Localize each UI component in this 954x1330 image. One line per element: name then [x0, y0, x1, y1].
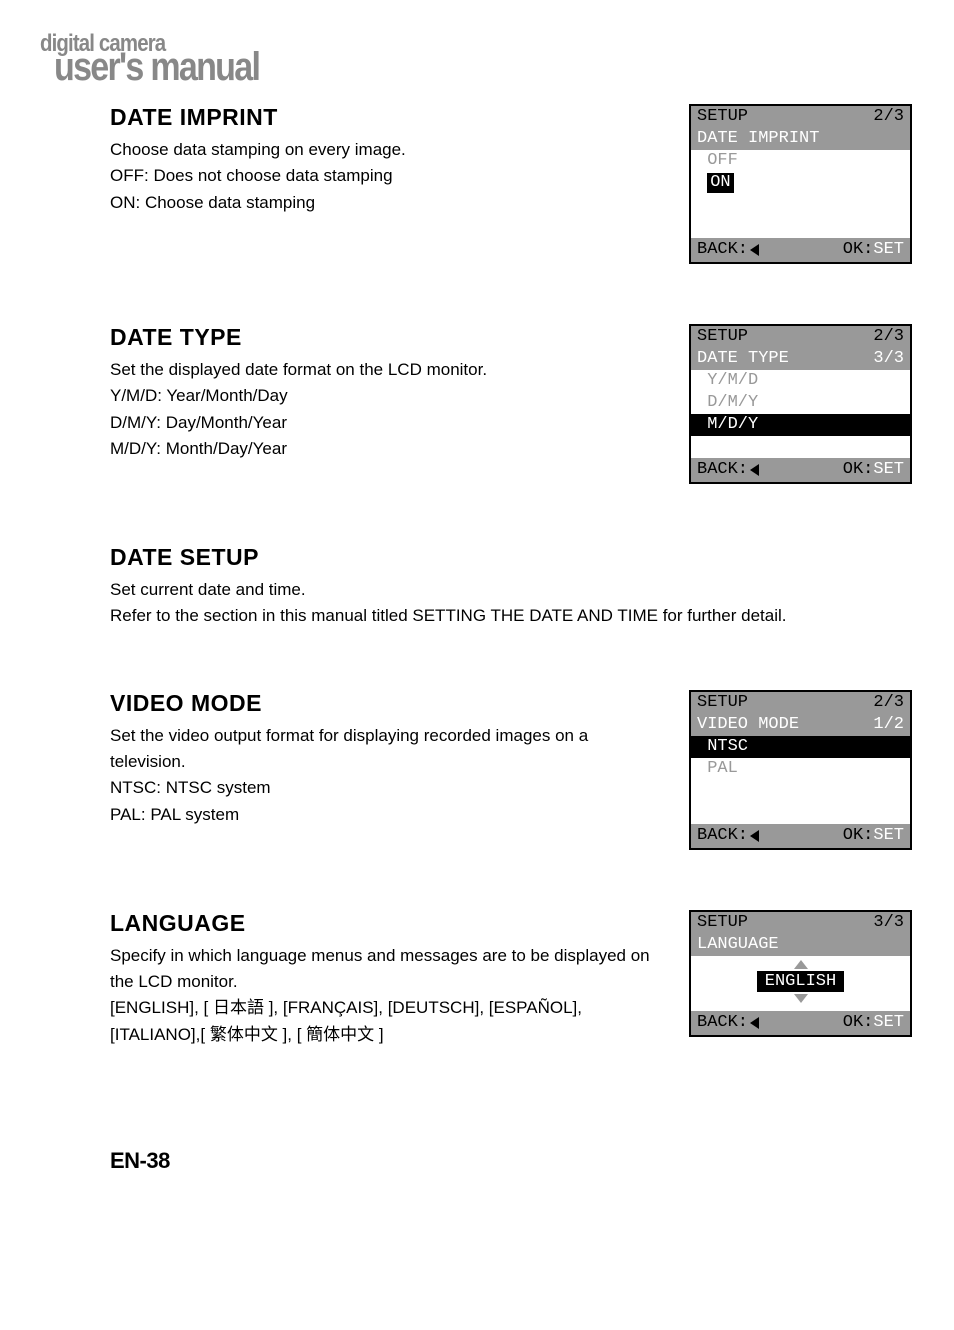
lcd-ok: OK:SET — [843, 458, 904, 482]
triangle-left-icon — [750, 464, 759, 476]
body-line: Set the displayed date format on the LCD… — [110, 357, 659, 383]
lcd-back: BACK: — [697, 1011, 759, 1035]
lcd-option: PAL — [707, 759, 738, 778]
body-line: Choose data stamping on every image. — [110, 137, 659, 163]
section-date-setup: DATE SETUP Set current date and time. Re… — [40, 544, 914, 630]
heading-date-setup: DATE SETUP — [110, 544, 914, 571]
body-line: PAL: PAL system — [110, 802, 659, 828]
lcd-subpage: 1/2 — [873, 714, 904, 736]
lcd-setup-label: SETUP — [697, 106, 748, 128]
lcd-subpage: 3/3 — [873, 348, 904, 370]
triangle-left-icon — [750, 244, 759, 256]
lcd-page: 2/3 — [873, 692, 904, 714]
body-line: Set current date and time. — [110, 577, 914, 603]
lcd-date-imprint: SETUP 2/3 DATE IMPRINT OFF ON BACK: OK:S… — [689, 104, 912, 264]
lcd-back: BACK: — [697, 238, 759, 262]
section-date-imprint: DATE IMPRINT Choose data stamping on eve… — [40, 104, 914, 264]
lcd-setup-label: SETUP — [697, 692, 748, 714]
body-line: OFF: Does not choose data stamping — [110, 163, 659, 189]
lcd-option-on: ON — [707, 173, 733, 193]
lcd-menu-title: LANGUAGE — [697, 934, 779, 956]
lcd-date-type: SETUP 2/3 DATE TYPE 3/3 Y/M/D D/M/Y M/D/… — [689, 324, 912, 484]
body-line: Specify in which language menus and mess… — [110, 943, 659, 996]
lcd-language-selected: ENGLISH — [757, 971, 844, 992]
lcd-menu-title: DATE TYPE — [697, 348, 789, 370]
lcd-back: BACK: — [697, 458, 759, 482]
lcd-setup-label: SETUP — [697, 912, 748, 934]
lcd-option: Y/M/D — [707, 371, 758, 390]
lcd-page: 2/3 — [873, 326, 904, 348]
section-video-mode: VIDEO MODE Set the video output format f… — [40, 690, 914, 850]
lcd-language: SETUP 3/3 LANGUAGE ENGLISH BACK: OK:SET — [689, 910, 912, 1037]
body-line: NTSC: NTSC system — [110, 775, 659, 801]
heading-date-imprint: DATE IMPRINT — [110, 104, 659, 131]
logo-line2: user's manual — [54, 45, 259, 90]
body-line: Set the video output format for displayi… — [110, 723, 659, 776]
lcd-back: BACK: — [697, 824, 759, 848]
body-line: ON: Choose data stamping — [110, 190, 659, 216]
heading-video-mode: VIDEO MODE — [110, 690, 659, 717]
lcd-ok: OK:SET — [843, 238, 904, 262]
triangle-left-icon — [750, 1017, 759, 1029]
lcd-option-off: OFF — [707, 151, 738, 170]
heading-date-type: DATE TYPE — [110, 324, 659, 351]
lcd-option: D/M/Y — [707, 393, 758, 412]
heading-language: LANGUAGE — [110, 910, 659, 937]
lcd-option-selected: NTSC — [707, 737, 748, 756]
section-date-type: DATE TYPE Set the displayed date format … — [40, 324, 914, 484]
triangle-up-icon — [794, 960, 808, 969]
lcd-ok: OK:SET — [843, 824, 904, 848]
lcd-ok: OK:SET — [843, 1011, 904, 1035]
body-line: Y/M/D: Year/Month/Day — [110, 383, 659, 409]
section-language: LANGUAGE Specify in which language menus… — [40, 910, 914, 1048]
lcd-page: 3/3 — [873, 912, 904, 934]
body-line: Refer to the section in this manual titl… — [110, 603, 914, 629]
lcd-menu-title: DATE IMPRINT — [697, 128, 819, 150]
manual-logo: digital camera user's manual — [40, 30, 914, 86]
triangle-left-icon — [750, 830, 759, 842]
lcd-video-mode: SETUP 2/3 VIDEO MODE 1/2 NTSC PAL BACK: … — [689, 690, 912, 850]
page-number: EN-38 — [40, 1148, 914, 1174]
body-line: D/M/Y: Day/Month/Year — [110, 410, 659, 436]
lcd-page: 2/3 — [873, 106, 904, 128]
triangle-down-icon — [794, 994, 808, 1003]
body-line: [ENGLISH], [ 日本語 ], [FRANÇAIS], [DEUTSCH… — [110, 995, 659, 1048]
lcd-setup-label: SETUP — [697, 326, 748, 348]
body-line: M/D/Y: Month/Day/Year — [110, 436, 659, 462]
lcd-menu-title: VIDEO MODE — [697, 714, 799, 736]
lcd-option-selected: M/D/Y — [707, 415, 758, 434]
